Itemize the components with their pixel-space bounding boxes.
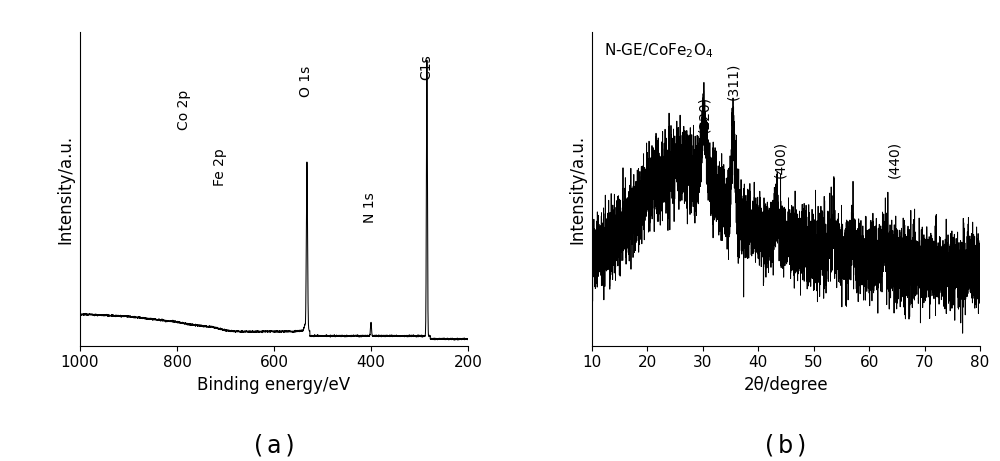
X-axis label: Binding energy/eV: Binding energy/eV <box>197 376 351 394</box>
X-axis label: 2θ/degree: 2θ/degree <box>744 376 828 394</box>
Text: (311): (311) <box>726 63 740 100</box>
Text: O 1s: O 1s <box>299 65 313 97</box>
Text: (220): (220) <box>697 95 711 133</box>
Text: (400): (400) <box>773 141 787 178</box>
Y-axis label: Intensity/a.u.: Intensity/a.u. <box>569 135 587 243</box>
Text: N-GE/CoFe$_2$O$_4$: N-GE/CoFe$_2$O$_4$ <box>604 41 713 60</box>
Text: C1s: C1s <box>420 54 434 80</box>
Text: (440): (440) <box>887 141 901 178</box>
Text: Fe 2p: Fe 2p <box>213 148 227 186</box>
Text: N 1s: N 1s <box>363 192 377 223</box>
Text: ( b ): ( b ) <box>765 433 807 457</box>
Text: Co 2p: Co 2p <box>177 90 191 130</box>
Text: ( a ): ( a ) <box>254 433 294 457</box>
Y-axis label: Intensity/a.u.: Intensity/a.u. <box>56 135 74 243</box>
